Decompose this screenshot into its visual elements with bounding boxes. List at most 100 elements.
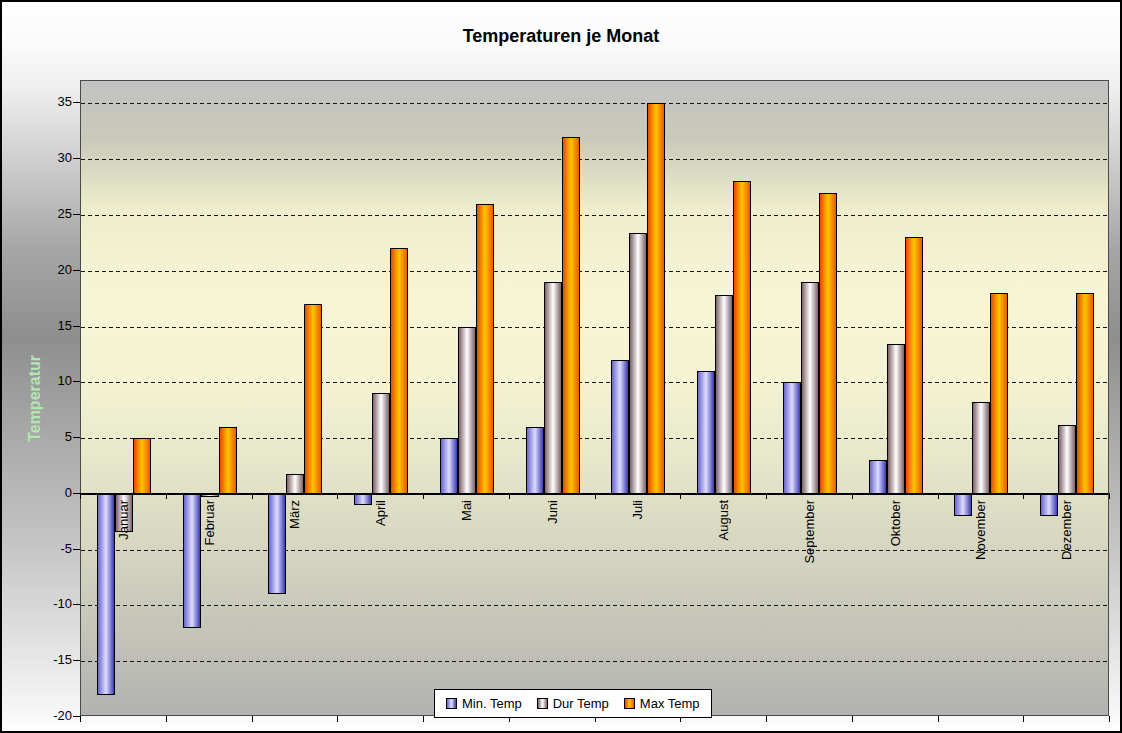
y-axis-tick <box>73 549 80 550</box>
gridline <box>81 103 1108 104</box>
gridline <box>81 159 1108 160</box>
bar-min--temp-februar <box>183 494 201 628</box>
x-axis-tick <box>680 493 681 499</box>
x-axis-tick <box>1109 493 1110 499</box>
y-axis-tick <box>73 214 80 215</box>
y-axis-tick-label: 35 <box>38 95 72 109</box>
y-axis-tick <box>73 326 80 327</box>
bar-min--temp-oktober <box>869 460 887 494</box>
y-axis-tick-label: 30 <box>38 151 72 165</box>
legend-item: Dur Temp <box>537 696 609 711</box>
x-axis-tick <box>509 493 510 499</box>
bar-max-temp-juni <box>562 137 580 494</box>
y-axis-tick <box>73 102 80 103</box>
bar-min--temp-september <box>783 382 801 494</box>
bar-max-temp-november <box>990 293 1008 494</box>
y-axis-tick-label: -20 <box>38 709 72 723</box>
x-axis-tick <box>337 716 338 722</box>
legend: Min. TempDur TempMax Temp <box>434 689 712 718</box>
y-axis-tick <box>73 604 80 605</box>
bar-min--temp-januar <box>97 494 115 695</box>
x-axis-tick <box>80 716 81 722</box>
bar-dur-temp-november <box>972 402 990 494</box>
month-label-august: August <box>716 500 732 540</box>
bar-max-temp-dezember <box>1076 293 1094 494</box>
gridline <box>81 661 1108 662</box>
x-axis-tick <box>766 493 767 499</box>
month-label-november: November <box>973 500 989 560</box>
legend-label: Max Temp <box>640 696 700 711</box>
x-axis-tick <box>423 716 424 722</box>
gridline <box>81 382 1108 383</box>
bar-min--temp-november <box>954 494 972 516</box>
y-axis-tick <box>73 437 80 438</box>
chart-title: Temperaturen je Monat <box>2 26 1120 47</box>
y-axis-tick-label: -10 <box>38 597 72 611</box>
bar-max-temp-mai <box>476 204 494 494</box>
y-axis-tick-label: 10 <box>38 374 72 388</box>
x-axis-tick <box>252 493 253 499</box>
bar-max-temp-juli <box>647 103 665 494</box>
y-axis-tick <box>73 381 80 382</box>
x-axis-tick <box>423 493 424 499</box>
month-label-dezember: Dezember <box>1059 500 1075 560</box>
bar-max-temp-februar <box>219 427 237 494</box>
bar-min--temp-april <box>354 494 372 505</box>
bar-min--temp-mai <box>440 438 458 494</box>
plot-area: JanuarFebruarMärzAprilMaiJuniJuliAugustS… <box>80 80 1109 716</box>
y-axis-tick-label: 20 <box>38 263 72 277</box>
month-label-februar: Februar <box>202 500 218 546</box>
gridline <box>81 327 1108 328</box>
y-axis-tick-label: -5 <box>38 542 72 556</box>
y-axis-title: Temperatur <box>26 355 44 442</box>
bar-min--temp-juli <box>611 360 629 494</box>
bar-max-temp-august <box>733 181 751 493</box>
x-axis-tick <box>252 716 253 722</box>
bar-max-temp-januar <box>133 438 151 494</box>
x-axis-tick <box>80 493 81 499</box>
legend-swatch <box>446 698 457 709</box>
y-axis-tick <box>73 660 80 661</box>
bar-max-temp-april <box>390 248 408 494</box>
month-label-oktober: Oktober <box>888 500 904 546</box>
x-axis-tick <box>166 493 167 499</box>
month-label-september: September <box>802 500 818 564</box>
legend-label: Dur Temp <box>553 696 609 711</box>
x-axis-tick <box>938 493 939 499</box>
month-label-januar: Januar <box>116 500 132 540</box>
legend-swatch <box>537 698 548 709</box>
y-axis-tick-label: 25 <box>38 207 72 221</box>
x-axis-tick <box>337 493 338 499</box>
bar-dur-temp-juli <box>629 233 647 494</box>
x-axis-tick <box>852 716 853 722</box>
bar-min--temp-märz <box>268 494 286 594</box>
bar-dur-temp-märz <box>286 474 304 494</box>
bar-dur-temp-oktober <box>887 344 905 494</box>
month-label-märz: März <box>287 500 303 529</box>
bar-max-temp-september <box>819 193 837 494</box>
x-axis-tick <box>938 716 939 722</box>
bar-max-temp-märz <box>304 304 322 494</box>
chart-area: Temperaturen je Monat Temperatur Januar F… <box>0 0 1122 733</box>
y-axis-tick <box>73 158 80 159</box>
month-label-juli: Juli <box>630 500 646 520</box>
y-axis-tick <box>73 270 80 271</box>
x-axis-tick <box>766 716 767 722</box>
x-axis-tick <box>1109 716 1110 722</box>
y-axis-tick-label: 0 <box>38 486 72 500</box>
gridline <box>81 271 1108 272</box>
y-axis-tick <box>73 493 80 494</box>
month-label-april: April <box>373 500 389 526</box>
bar-dur-temp-september <box>801 282 819 494</box>
x-axis-tick <box>595 493 596 499</box>
bar-dur-temp-mai <box>458 327 476 494</box>
legend-item: Max Temp <box>624 696 700 711</box>
y-axis-title-box: Temperatur <box>22 80 48 716</box>
bar-dur-temp-april <box>372 393 390 493</box>
gridline <box>81 550 1108 551</box>
month-label-juni: Juni <box>545 500 561 524</box>
y-axis-tick-label: 15 <box>38 319 72 333</box>
bar-dur-temp-august <box>715 295 733 494</box>
y-axis-tick-label: 5 <box>38 430 72 444</box>
bar-min--temp-august <box>697 371 715 494</box>
